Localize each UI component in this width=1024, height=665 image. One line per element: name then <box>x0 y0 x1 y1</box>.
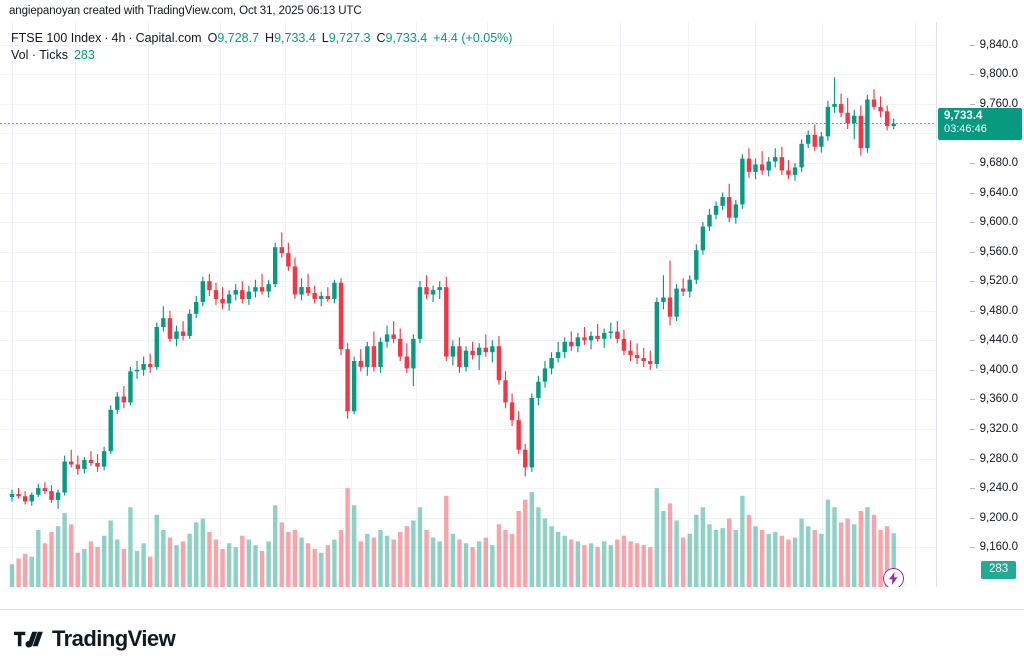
price-tick-label: 9,680.0 <box>979 157 1018 169</box>
volume-badge-value: 283 <box>989 563 1009 575</box>
price-tick-dash <box>969 222 975 224</box>
price-tick-dash <box>969 340 975 342</box>
price-tick-label: 9,200.0 <box>979 511 1018 524</box>
price-axis-tick: 9,640.0 <box>969 186 1018 199</box>
last-price-value: 9,733.4 <box>944 109 983 122</box>
price-tick-label: 9,280.0 <box>979 452 1018 465</box>
volume-value-badge: 283 <box>981 561 1017 579</box>
price-tick-label: 9,840.0 <box>979 38 1018 51</box>
price-tick-label: 9,440.0 <box>979 334 1018 347</box>
price-tick-dash <box>969 488 975 490</box>
price-axis-tick: 9,840.0 <box>969 38 1018 51</box>
price-axis-tick: 9,400.0 <box>969 363 1018 376</box>
tradingview-wordmark: TradingView <box>52 626 176 651</box>
chart-plot-area[interactable]: FTSE 100 Index · 4h · Capital.com O 9,728… <box>0 22 936 587</box>
replay-lightning-icon[interactable] <box>883 568 905 587</box>
price-tick-label: 9,520.0 <box>979 275 1018 288</box>
price-axis-tick: 9,200.0 <box>969 511 1018 524</box>
price-tick-label: 9,240.0 <box>979 482 1018 495</box>
price-tick-dash <box>969 74 975 76</box>
price-axis-tick: 9,560.0 <box>969 245 1018 258</box>
price-axis-tick: 9,480.0 <box>969 304 1018 317</box>
price-tick-dash <box>969 547 975 549</box>
price-tick-dash <box>969 399 975 401</box>
bolt-glyph <box>889 572 898 585</box>
chart-container[interactable]: FTSE 100 Index · 4h · Capital.com O 9,728… <box>0 22 1024 635</box>
price-axis-tick: 9,800.0 <box>969 68 1018 81</box>
price-scale[interactable]: 9,733.4 03:46:46 283 9,840.0 9,800.0 9,760… <box>936 22 1024 587</box>
price-tick-dash <box>969 251 975 253</box>
price-tick-dash <box>969 458 975 460</box>
price-axis-tick: 9,320.0 <box>969 423 1018 435</box>
price-axis-tick: 9,520.0 <box>969 275 1018 288</box>
price-axis-tick: 9,280.0 <box>969 452 1018 465</box>
price-tick-label: 9,800.0 <box>979 68 1018 81</box>
price-tick-dash <box>969 281 975 283</box>
last-price-badge: 9,733.4 03:46:46 <box>938 107 1022 140</box>
candlestick-series <box>9 77 896 587</box>
price-tick-dash <box>969 310 975 312</box>
attribution-bar: angiepanoyan created with TradingView.co… <box>0 0 1024 22</box>
branding-footer: TradingView <box>0 613 1024 665</box>
price-axis-tick: 9,440.0 <box>969 334 1018 347</box>
tradingview-logo: TradingView <box>14 626 176 652</box>
price-tick-dash <box>969 517 975 519</box>
price-tick-label: 9,320.0 <box>979 423 1018 435</box>
tradingview-logo-icon <box>14 631 43 648</box>
price-tick-dash <box>969 369 975 371</box>
price-tick-label: 9,600.0 <box>979 216 1018 229</box>
bar-countdown: 03:46:46 <box>944 123 987 136</box>
price-tick-label: 9,640.0 <box>979 186 1018 199</box>
price-tick-label: 9,480.0 <box>979 304 1018 317</box>
price-tick-label: 9,160.0 <box>979 541 1018 554</box>
price-tick-label: 9,760.0 <box>979 97 1018 110</box>
last-price-line <box>0 123 936 124</box>
price-tick-label: 9,400.0 <box>979 363 1018 376</box>
price-tick-label: 9,560.0 <box>979 245 1018 258</box>
price-tick-dash <box>969 44 975 46</box>
price-tick-dash <box>969 192 975 194</box>
price-tick-dash <box>969 103 975 105</box>
price-axis-tick: 9,240.0 <box>969 482 1018 495</box>
price-tick-label: 9,360.0 <box>979 393 1018 406</box>
price-axis-tick: 9,760.0 <box>969 97 1018 110</box>
attribution-text: angiepanoyan created with TradingView.co… <box>9 5 362 17</box>
price-tick-dash <box>969 429 975 430</box>
price-axis-tick: 9,680.0 <box>969 157 1018 169</box>
price-axis-tick: 9,360.0 <box>969 393 1018 406</box>
price-tick-dash <box>969 163 975 164</box>
price-axis-tick: 9,600.0 <box>969 216 1018 229</box>
price-axis-tick: 9,160.0 <box>969 541 1018 554</box>
